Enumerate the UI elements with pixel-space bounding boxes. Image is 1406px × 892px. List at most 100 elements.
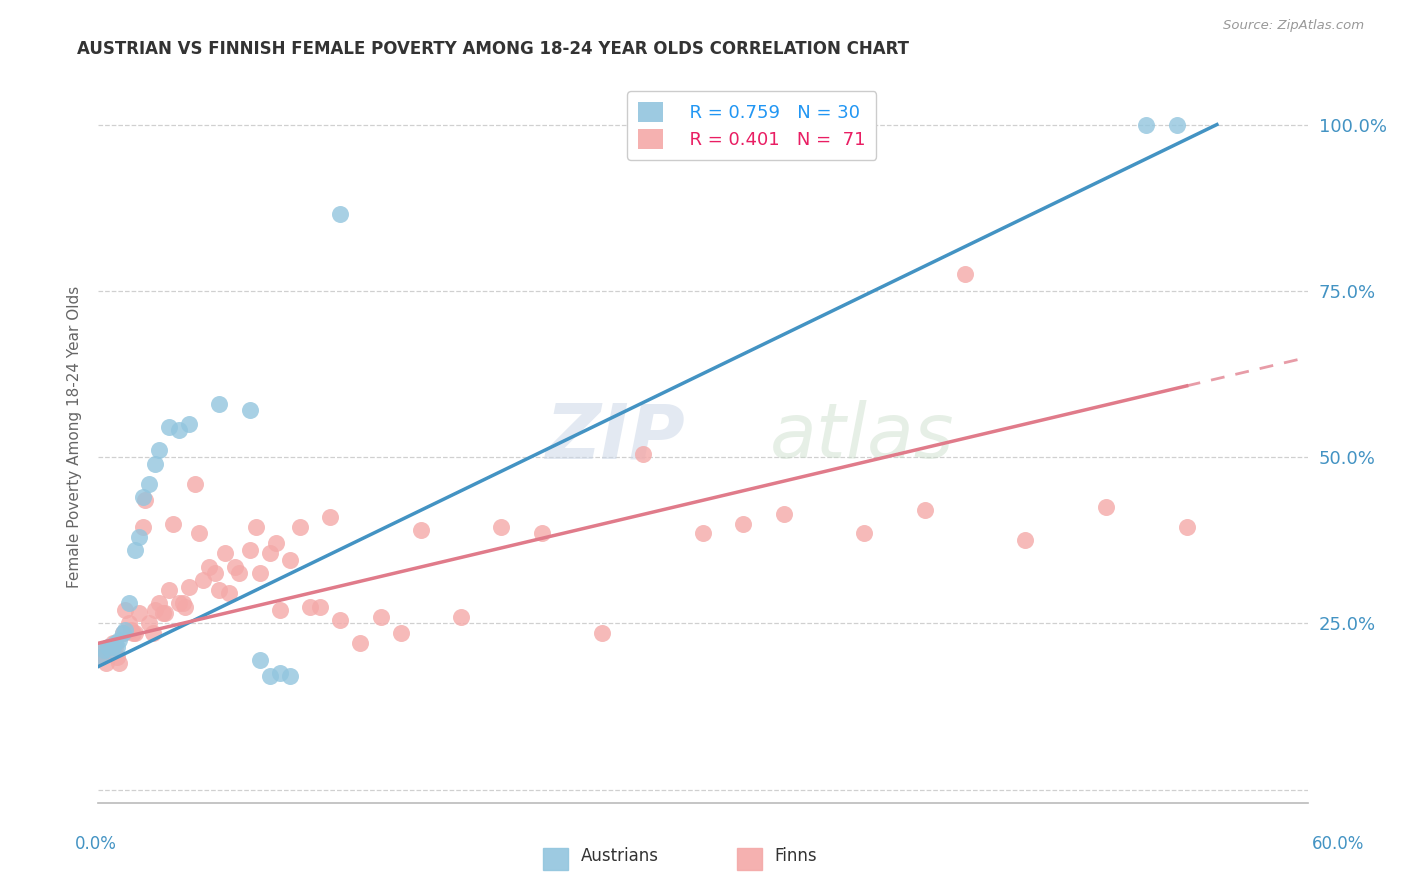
- Point: [329, 613, 352, 627]
- Point: [208, 397, 231, 411]
- Point: [224, 559, 246, 574]
- Point: [124, 626, 146, 640]
- Point: [269, 666, 291, 681]
- Point: [245, 520, 267, 534]
- Point: [409, 523, 432, 537]
- Point: [111, 626, 134, 640]
- Point: [105, 640, 128, 654]
- Text: Source: ZipAtlas.com: Source: ZipAtlas.com: [1223, 19, 1364, 31]
- Point: [278, 669, 301, 683]
- Point: [148, 596, 170, 610]
- Text: atlas: atlas: [769, 401, 955, 474]
- Point: [111, 626, 134, 640]
- Point: [172, 596, 194, 610]
- Point: [239, 403, 262, 417]
- Point: [118, 596, 141, 610]
- Bar: [543, 847, 568, 870]
- Text: 60.0%: 60.0%: [1312, 835, 1365, 853]
- Point: [733, 516, 755, 531]
- Text: 0.0%: 0.0%: [75, 835, 117, 853]
- Legend:   R = 0.759   N = 30,   R = 0.401   N =  71: R = 0.759 N = 30, R = 0.401 N = 71: [627, 91, 876, 160]
- Point: [269, 603, 291, 617]
- Point: [259, 546, 281, 560]
- Text: Austrians: Austrians: [581, 847, 658, 865]
- Point: [228, 566, 250, 581]
- Point: [157, 582, 180, 597]
- Point: [370, 609, 392, 624]
- Point: [167, 424, 190, 438]
- Point: [128, 607, 150, 621]
- Point: [278, 553, 301, 567]
- Point: [239, 543, 262, 558]
- Point: [1095, 500, 1118, 514]
- Point: [491, 520, 513, 534]
- Point: [138, 476, 160, 491]
- Point: [162, 516, 184, 531]
- Text: AUSTRIAN VS FINNISH FEMALE POVERTY AMONG 18-24 YEAR OLDS CORRELATION CHART: AUSTRIAN VS FINNISH FEMALE POVERTY AMONG…: [77, 40, 910, 58]
- Point: [772, 507, 794, 521]
- Point: [591, 626, 613, 640]
- Point: [259, 669, 281, 683]
- Point: [264, 536, 287, 550]
- Point: [101, 636, 124, 650]
- Point: [188, 526, 211, 541]
- Point: [148, 443, 170, 458]
- Point: [143, 603, 166, 617]
- Text: Finns: Finns: [775, 847, 817, 865]
- Point: [198, 559, 221, 574]
- Point: [179, 580, 201, 594]
- Point: [124, 543, 146, 558]
- Point: [134, 493, 156, 508]
- Point: [1135, 118, 1157, 132]
- Point: [142, 626, 165, 640]
- Point: [107, 656, 129, 670]
- Point: [121, 626, 143, 640]
- Point: [1166, 118, 1188, 132]
- Point: [89, 649, 111, 664]
- Point: [128, 530, 150, 544]
- Text: ZIP: ZIP: [546, 401, 686, 474]
- Point: [103, 636, 125, 650]
- Point: [143, 457, 166, 471]
- Point: [179, 417, 201, 431]
- Point: [218, 586, 240, 600]
- Point: [114, 623, 136, 637]
- Point: [193, 573, 215, 587]
- Point: [153, 607, 176, 621]
- Point: [97, 640, 120, 654]
- Point: [184, 476, 207, 491]
- Point: [93, 643, 115, 657]
- Point: [167, 596, 190, 610]
- Point: [1175, 520, 1198, 534]
- Point: [631, 447, 654, 461]
- Point: [249, 566, 271, 581]
- Point: [93, 643, 115, 657]
- Point: [96, 656, 118, 670]
- Point: [329, 207, 352, 221]
- Point: [204, 566, 226, 581]
- Point: [138, 616, 160, 631]
- Point: [208, 582, 231, 597]
- Point: [174, 599, 197, 614]
- Point: [953, 267, 976, 281]
- Point: [157, 420, 180, 434]
- Point: [132, 520, 155, 534]
- Point: [152, 607, 174, 621]
- Point: [389, 626, 412, 640]
- Point: [288, 520, 311, 534]
- Point: [752, 118, 775, 132]
- Point: [100, 640, 122, 654]
- Point: [120, 623, 142, 637]
- Point: [349, 636, 371, 650]
- Point: [100, 643, 122, 657]
- Point: [89, 649, 111, 664]
- Point: [1014, 533, 1036, 548]
- Point: [105, 649, 128, 664]
- Point: [450, 609, 472, 624]
- Point: [97, 640, 120, 654]
- Point: [319, 509, 342, 524]
- Point: [132, 490, 155, 504]
- Point: [249, 653, 271, 667]
- Point: [91, 646, 114, 660]
- Point: [114, 603, 136, 617]
